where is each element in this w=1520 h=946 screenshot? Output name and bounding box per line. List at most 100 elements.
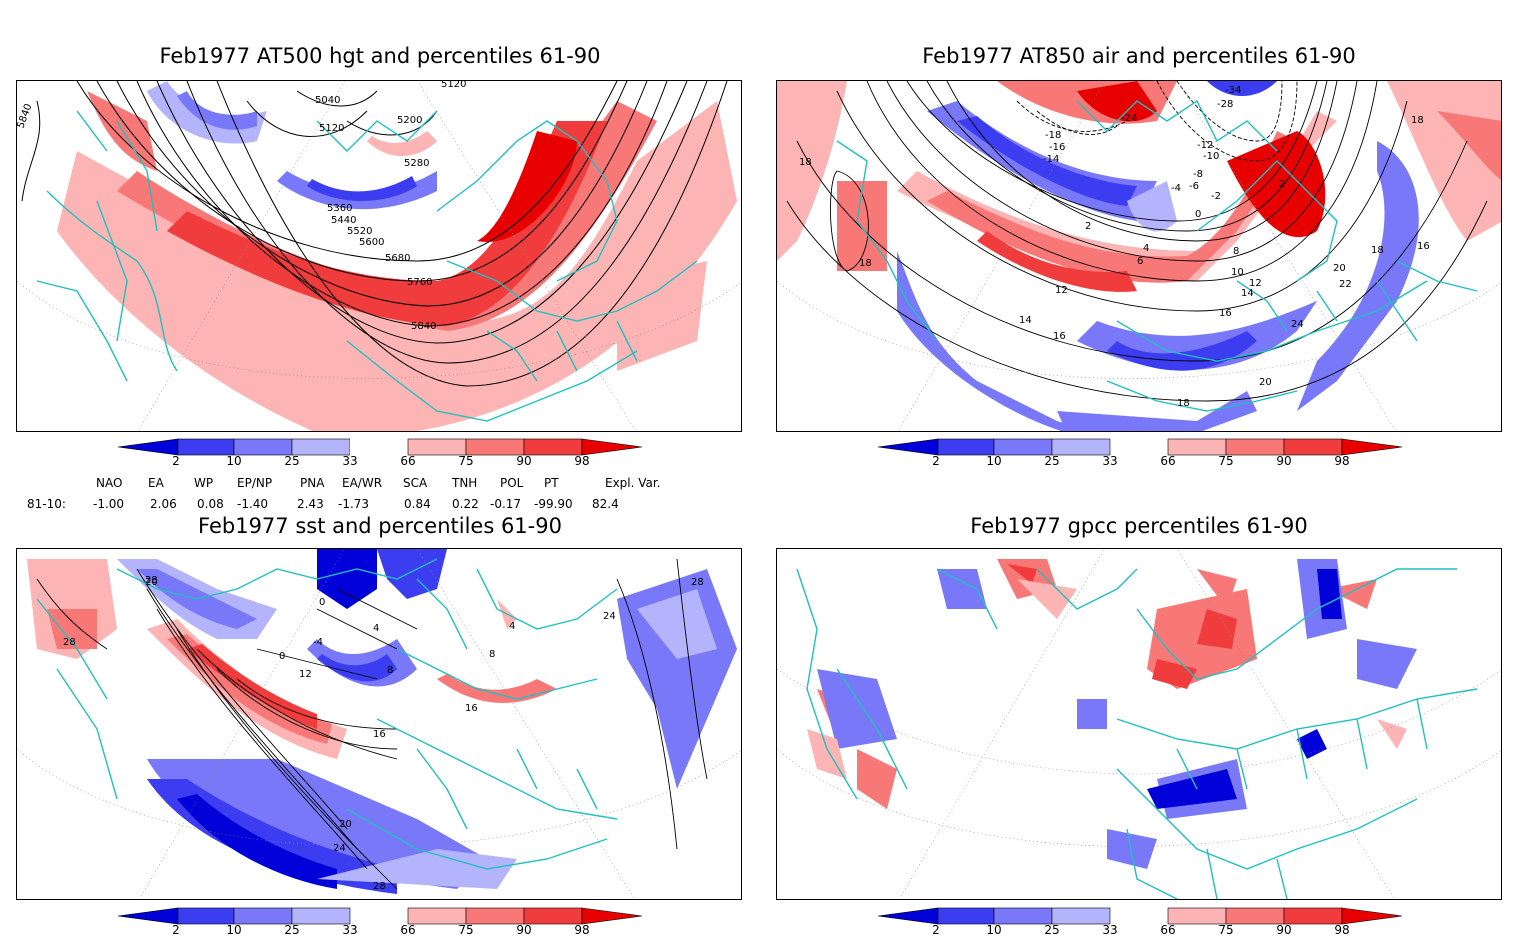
index-name: TNH	[452, 476, 478, 490]
index-value: 2.43	[297, 497, 324, 511]
colorbar-tick: 10	[986, 923, 1002, 937]
index-value: -99.90	[534, 497, 573, 511]
contour-label: 5760	[407, 277, 432, 288]
contour-label: 4	[1143, 243, 1149, 254]
contour-label: 12	[1055, 285, 1068, 296]
colorbar-tick: 66	[400, 454, 416, 468]
colorbar-tick: 98	[1334, 923, 1350, 937]
index-name: POL	[500, 476, 524, 490]
colorbar-tick: 2	[172, 923, 180, 937]
contour-label: -2	[1211, 191, 1221, 202]
index-value: -0.17	[490, 497, 522, 511]
index-name: SCA	[403, 476, 428, 490]
map-sst-svg: 28 28 28 24 24 20 20 16 16 12 8 8 4 4 0 …	[17, 549, 741, 899]
contour-label: 6	[1137, 256, 1143, 267]
contour-label: 5600	[359, 237, 384, 248]
contour-label: 14	[1019, 315, 1032, 326]
sst-contour-labels: 28 28 28 24 24 20 20 16 16 12 8 8 4 4 0 …	[63, 575, 704, 892]
colorbar-svg	[877, 438, 1403, 456]
colorbar-tick: 33	[1102, 454, 1118, 468]
contour-label: -18	[1045, 130, 1061, 141]
contour-label: -10	[1203, 151, 1219, 162]
contour-label: -16	[1049, 142, 1065, 153]
contour-label: -24	[1121, 113, 1137, 124]
colorbar-tick: 90	[1276, 923, 1292, 937]
colorbar-tick: 2	[932, 923, 940, 937]
index-name: PNA	[300, 476, 325, 490]
contour-label: 5200	[397, 115, 422, 126]
contour-label: 24	[1291, 319, 1304, 330]
colorbar-tick: 10	[226, 923, 242, 937]
contour-label: 16	[373, 729, 386, 740]
colorbar-svg	[117, 438, 643, 456]
contour-label: 10	[1231, 267, 1244, 278]
map-gpcc[interactable]	[776, 548, 1502, 900]
contour-label: -6	[1189, 181, 1199, 192]
contour-label: -12	[1197, 140, 1213, 151]
contour-label: 0	[319, 597, 325, 608]
index-value: -1.73	[338, 497, 370, 511]
colorbar-tick: 10	[226, 454, 242, 468]
colorbar-svg	[117, 907, 643, 925]
colorbar-tick: 75	[1218, 923, 1234, 937]
contour-label: 5680	[385, 253, 410, 264]
contour-label: -14	[1043, 154, 1059, 165]
colorbar-tick: 66	[1160, 454, 1176, 468]
panel-title-gpcc: Feb1977 gpcc percentiles 61-90	[970, 514, 1308, 538]
contour-label: 0	[279, 651, 285, 662]
contour-label: 24	[603, 611, 616, 622]
index-value: 0.22	[452, 497, 479, 511]
colorbar-svg	[877, 907, 1403, 925]
contour-label: 20	[1333, 263, 1346, 274]
index-row-label: 81-10:	[27, 497, 66, 511]
contour-label: 5040	[315, 95, 340, 106]
panel-title-sst: Feb1977 sst and percentiles 61-90	[198, 514, 562, 538]
contour-label: 18	[859, 258, 872, 269]
colorbar-air850: 2 10 25 33 66 75 90 98	[860, 437, 1420, 477]
map-gpcc-svg	[777, 549, 1501, 899]
colorbar-tick: 33	[1102, 923, 1118, 937]
index-name: EA	[148, 476, 164, 490]
hgt500-contour-labels: 5040 5120 5200 5280 5360 5440 5520 5600 …	[17, 81, 466, 332]
panel-title-hgt500: Feb1977 AT500 hgt and percentiles 61-90	[159, 44, 601, 68]
colorbar-tick: 98	[1334, 454, 1350, 468]
contour-label: 28	[691, 577, 704, 588]
contour-label: 14	[1241, 288, 1254, 299]
contour-label: 20	[145, 577, 158, 588]
index-value: 2.06	[150, 497, 177, 511]
colorbar-tick: 90	[516, 454, 532, 468]
colorbar-tick: 25	[284, 454, 300, 468]
colorbar-tick: 25	[284, 923, 300, 937]
colorbar-tick: 98	[574, 454, 590, 468]
contour-label: 5120	[441, 81, 466, 90]
map-air850[interactable]: -34 -28 -24 -18 -16 -14 -12 -10 -8 -6 -4…	[776, 80, 1502, 432]
contour-label: 5360	[327, 203, 352, 214]
contour-label: -28	[1217, 99, 1233, 110]
panel-title-air850: Feb1977 AT850 air and percentiles 61-90	[922, 44, 1356, 68]
contour-label: 28	[63, 637, 76, 648]
index-name: WP	[194, 476, 214, 490]
contour-label: 12	[1249, 278, 1262, 289]
contour-label: 20	[1259, 377, 1272, 388]
contour-label: 22	[1339, 279, 1352, 290]
contour-label: -4	[313, 637, 323, 648]
colorbar-tick: 33	[342, 923, 358, 937]
colorbar-tick: 90	[516, 923, 532, 937]
colorbar-tick: 75	[458, 454, 474, 468]
colorbar-tick: 75	[1218, 454, 1234, 468]
colorbar-gpcc: 2 10 25 33 66 75 90 98	[860, 906, 1420, 946]
contour-label: -34	[1225, 85, 1241, 96]
colorbar-tick: 75	[458, 923, 474, 937]
map-hgt500[interactable]: 5040 5120 5200 5280 5360 5440 5520 5600 …	[16, 80, 742, 432]
contour-label: 0	[1195, 209, 1201, 220]
index-value: -1.00	[93, 497, 125, 511]
colorbar-tick: 2	[932, 454, 940, 468]
index-name: EA/WR	[342, 476, 383, 490]
colorbar-tick: 25	[1044, 454, 1060, 468]
colorbar-tick: 10	[986, 454, 1002, 468]
contour-label: 18	[1177, 398, 1190, 409]
contour-label: 2	[1085, 221, 1091, 232]
colorbar-sst: 2 10 25 33 66 75 90 98	[100, 906, 660, 946]
contour-label: 24	[333, 843, 346, 854]
map-sst[interactable]: 28 28 28 24 24 20 20 16 16 12 8 8 4 4 0 …	[16, 548, 742, 900]
